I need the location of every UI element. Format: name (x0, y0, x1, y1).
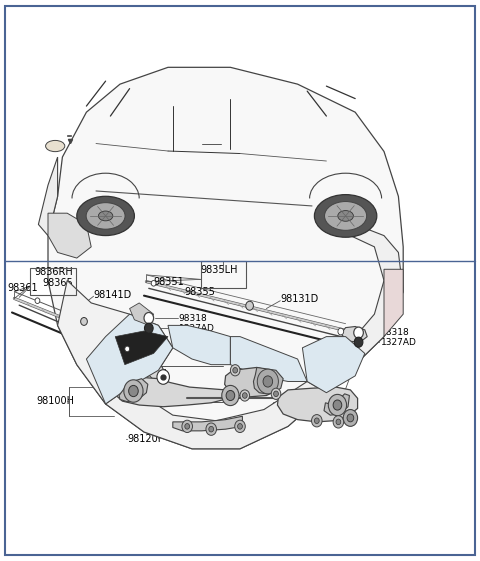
Circle shape (233, 367, 238, 373)
Circle shape (338, 328, 344, 335)
Polygon shape (106, 359, 326, 449)
Circle shape (246, 301, 253, 310)
Circle shape (144, 312, 154, 324)
Circle shape (343, 410, 358, 426)
Polygon shape (277, 387, 358, 422)
Polygon shape (115, 331, 168, 365)
Text: 98110E: 98110E (131, 366, 168, 376)
Circle shape (257, 369, 278, 394)
Text: 98318: 98318 (179, 314, 207, 323)
Polygon shape (302, 337, 365, 393)
Circle shape (240, 390, 250, 401)
Ellipse shape (86, 203, 125, 229)
Text: 98100H: 98100H (36, 396, 74, 406)
Circle shape (230, 365, 240, 376)
Circle shape (144, 323, 153, 333)
Polygon shape (114, 377, 230, 407)
Text: 1327AD: 1327AD (381, 338, 417, 347)
Polygon shape (225, 367, 281, 397)
Polygon shape (86, 314, 173, 404)
Text: 98355: 98355 (184, 287, 215, 297)
Ellipse shape (77, 196, 134, 236)
Ellipse shape (98, 211, 113, 221)
Circle shape (354, 337, 363, 347)
Polygon shape (58, 280, 173, 404)
Text: 98361: 98361 (7, 283, 38, 293)
Circle shape (185, 424, 190, 429)
Bar (30, 268, 76, 295)
Text: 98318: 98318 (381, 328, 409, 337)
Ellipse shape (324, 201, 367, 231)
Text: 98141D: 98141D (94, 289, 132, 300)
Polygon shape (341, 327, 367, 342)
Text: 9836RH: 9836RH (35, 267, 73, 277)
Circle shape (209, 426, 214, 432)
Circle shape (222, 385, 239, 406)
Circle shape (235, 420, 245, 433)
Circle shape (129, 385, 138, 397)
Circle shape (206, 423, 216, 435)
Text: 9835LH: 9835LH (201, 265, 238, 275)
Polygon shape (168, 325, 230, 365)
Circle shape (354, 327, 363, 338)
Circle shape (263, 376, 273, 387)
Polygon shape (48, 67, 403, 449)
Polygon shape (130, 303, 154, 325)
Polygon shape (326, 224, 403, 365)
Circle shape (182, 420, 192, 433)
Circle shape (336, 419, 341, 425)
Circle shape (226, 390, 235, 401)
Circle shape (35, 298, 40, 304)
Text: 98120F: 98120F (127, 434, 164, 444)
Text: 98351: 98351 (154, 277, 184, 287)
Polygon shape (324, 394, 349, 415)
Text: 98365: 98365 (42, 278, 73, 288)
Text: 98131D: 98131D (281, 294, 319, 304)
Polygon shape (132, 346, 167, 381)
Circle shape (333, 400, 342, 410)
Circle shape (81, 318, 87, 325)
Circle shape (125, 346, 130, 352)
Polygon shape (38, 157, 58, 236)
Circle shape (312, 415, 322, 427)
Circle shape (274, 391, 278, 397)
Text: 98131C: 98131C (271, 402, 309, 412)
Polygon shape (230, 337, 307, 381)
Circle shape (124, 380, 143, 402)
Circle shape (157, 370, 169, 384)
Circle shape (238, 424, 242, 429)
Polygon shape (48, 213, 91, 258)
Circle shape (333, 416, 344, 428)
Polygon shape (173, 416, 242, 431)
Circle shape (328, 394, 347, 416)
Circle shape (347, 414, 354, 422)
Polygon shape (384, 269, 403, 337)
Text: 1327AD: 1327AD (179, 324, 215, 333)
Bar (201, 261, 246, 288)
Circle shape (314, 418, 319, 424)
Ellipse shape (46, 140, 65, 151)
Circle shape (271, 388, 281, 399)
Ellipse shape (314, 195, 377, 237)
Circle shape (242, 393, 247, 398)
Circle shape (151, 280, 156, 286)
Polygon shape (119, 379, 148, 402)
Polygon shape (253, 367, 283, 394)
Ellipse shape (338, 210, 353, 221)
